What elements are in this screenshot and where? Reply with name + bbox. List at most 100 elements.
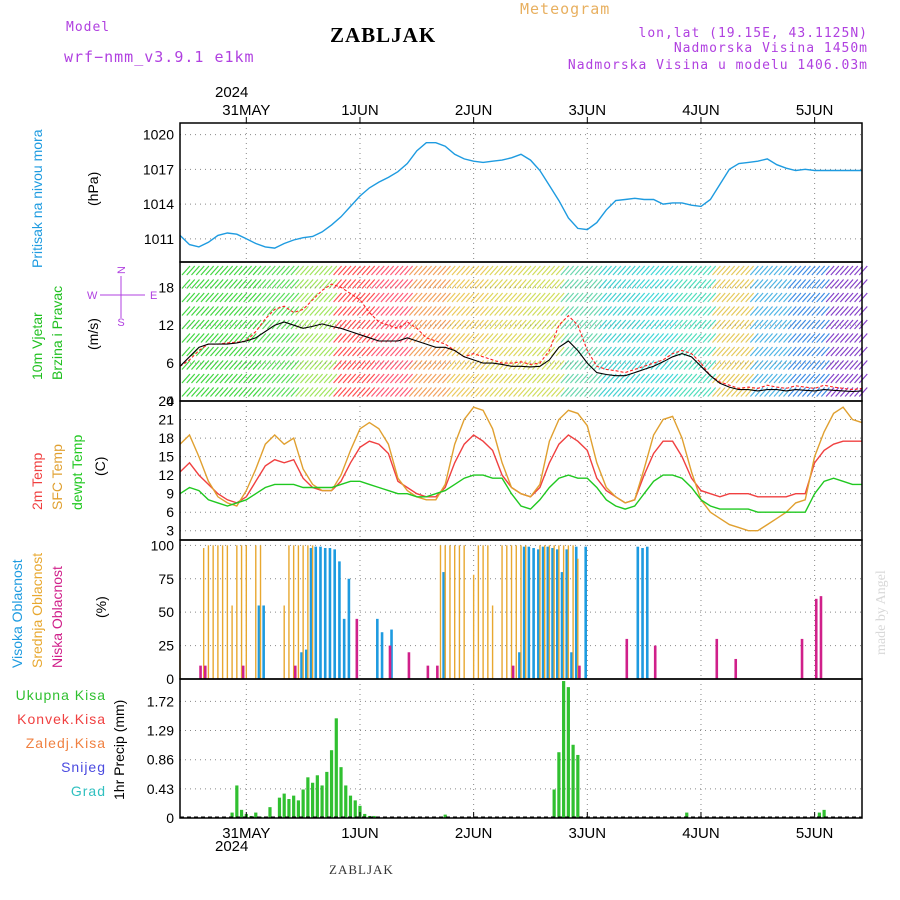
wind-barb [839, 333, 849, 343]
wind-barb [228, 346, 238, 357]
wind-barb [835, 360, 845, 370]
wind-barb [494, 360, 504, 370]
wind-barb [565, 346, 575, 357]
wind-barb [408, 360, 418, 370]
wind-barb [432, 306, 442, 316]
wind-barb [631, 265, 641, 276]
wind-barb [844, 333, 854, 343]
wind-barb [276, 387, 286, 397]
clouds-bar [548, 545, 551, 679]
wind-barb [399, 279, 409, 289]
wind-barb [839, 279, 849, 289]
y-tick-label: 75 [158, 571, 174, 587]
wind-barb [522, 387, 532, 397]
wind-barb [191, 387, 200, 397]
wind-barb [730, 319, 740, 330]
wind-barb [366, 319, 376, 330]
wind-barb [290, 333, 300, 343]
pressure-panel [179, 122, 863, 263]
pressure-frame [179, 122, 863, 263]
wind-barb [271, 292, 281, 303]
wind-barb [579, 279, 589, 289]
wind-barb [816, 360, 826, 370]
clouds-bar [551, 548, 554, 679]
wind-barb [626, 346, 636, 357]
wind-barb [508, 333, 518, 343]
wind-barb [479, 319, 489, 330]
wind-barb [655, 319, 665, 330]
wind-barb [811, 346, 821, 357]
wind-barb [262, 306, 271, 316]
wind-barb [266, 306, 276, 316]
wind-barb [437, 292, 447, 303]
wind-barb [707, 265, 717, 276]
wind-barb [385, 373, 395, 384]
y-tick-label: 25 [158, 638, 174, 654]
temp-unit: (C) [92, 457, 108, 476]
wind-barb [522, 373, 532, 384]
wind-barb [460, 387, 470, 397]
wind-barb [749, 292, 759, 303]
wind-barb [655, 265, 665, 276]
wind-barb [271, 387, 281, 397]
legend-entry-ukupnakisa: Ukupna Kisa [16, 687, 106, 703]
wind-barb [347, 387, 357, 397]
wind-barb [550, 360, 560, 370]
clouds-bar [477, 545, 480, 679]
wind-barb [370, 265, 380, 276]
wind-barb [191, 360, 200, 370]
wind-barb [442, 360, 451, 370]
wind-barb [617, 387, 627, 397]
wind-barb [730, 360, 740, 370]
wind-barb [508, 306, 518, 316]
wind-barb [470, 333, 480, 343]
wind-barb [726, 360, 736, 370]
clouds-bar [319, 546, 322, 679]
wind-barb [238, 346, 248, 357]
wind-barb [380, 387, 390, 397]
wind-barb [631, 306, 641, 316]
wind-barb [370, 360, 380, 370]
wind-barb [380, 306, 390, 316]
wind-barb [669, 387, 679, 397]
wind-barb [721, 279, 731, 289]
wind-barb [281, 292, 290, 303]
top-year-label: 2024 [215, 84, 249, 101]
clouds-bar [293, 665, 297, 679]
wind-barb [513, 279, 522, 289]
wind-barb [437, 319, 447, 330]
wind-barb [678, 360, 688, 370]
y-tick-label: 21 [158, 412, 174, 428]
wind-barb [408, 387, 418, 397]
wind-barb [247, 387, 257, 397]
wind-barb [588, 387, 598, 397]
clouds-bar [645, 546, 649, 679]
wind-barb [730, 373, 740, 384]
wind-barb [726, 346, 736, 357]
wind-barb [276, 346, 286, 357]
wind-barb [266, 346, 276, 357]
wind-barb [385, 265, 395, 276]
wind-barb [664, 387, 674, 397]
wind-barb [555, 265, 565, 276]
wind-barb [858, 265, 868, 276]
precip-bar [277, 797, 282, 818]
wind-barb [356, 373, 366, 384]
wind-barb [617, 292, 627, 303]
wind-barb [711, 387, 721, 397]
cloud-unit: (%) [93, 596, 109, 618]
clouds-bar [578, 665, 581, 679]
wind-barb [394, 373, 404, 384]
wind-barb [342, 333, 352, 343]
wind-barb [726, 333, 736, 343]
precip-bar [685, 812, 689, 818]
wind-barb [659, 292, 669, 303]
wind-barb [186, 319, 196, 330]
wind-barb [238, 319, 248, 330]
wind-barb [432, 319, 442, 330]
wind-barb [228, 306, 238, 316]
wind-barb [423, 373, 432, 384]
wind-barb [498, 346, 508, 357]
wind-barb [475, 292, 485, 303]
wind-barb [574, 292, 584, 303]
